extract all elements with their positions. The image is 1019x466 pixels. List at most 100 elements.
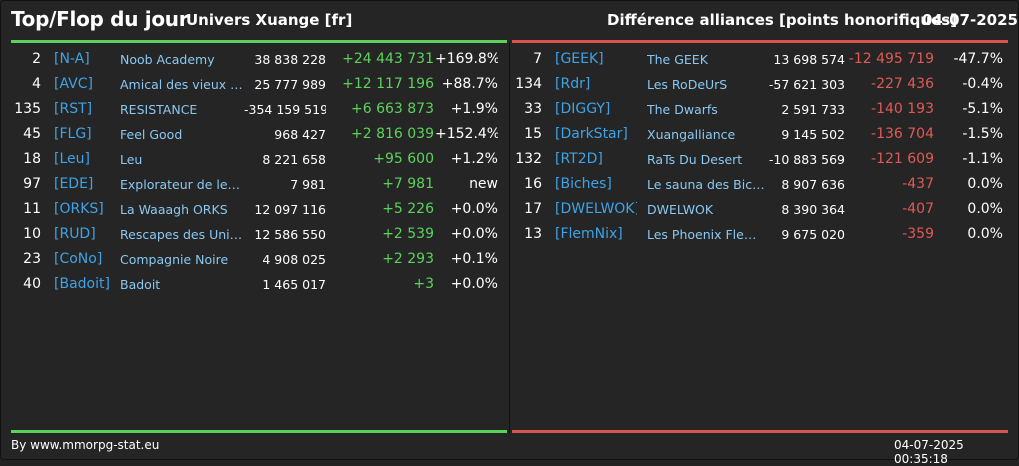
points-cell: 2 591 733 — [781, 102, 845, 117]
alliance-name-link[interactable]: Les Phoenix Flem... — [647, 227, 765, 242]
alliance-name-link[interactable]: RaTs Du Desert — [647, 152, 743, 167]
alliance-tag-link[interactable]: [DarkStar] — [555, 126, 628, 142]
points-cell: 968 427 — [274, 127, 326, 142]
diff-cell: +2 293 — [382, 251, 434, 267]
alliance-name-link[interactable]: Amical des vieux co... — [120, 77, 244, 92]
alliance-name-link[interactable]: Explorateur de lesp... — [120, 177, 244, 192]
alliance-tag-link[interactable]: [Biches] — [555, 176, 612, 192]
alliance-tag-link[interactable]: [Leu] — [54, 151, 90, 167]
diff-cell: +2 539 — [382, 226, 434, 242]
diff-cell: -12 495 719 — [848, 51, 934, 67]
rank-cell: 4 — [32, 76, 41, 92]
percent-cell: +0.0% — [450, 276, 498, 292]
alliance-name-link[interactable]: RESISTANCE — [120, 102, 198, 117]
percent-cell: 0.0% — [967, 226, 1003, 242]
alliance-tag-link[interactable]: [RT2D] — [555, 151, 603, 167]
flop-table: 7 [GEEK] The GEEK 13 698 574 -12 495 719 -47.… — [512, 47, 1008, 247]
percent-cell: +0.0% — [450, 201, 498, 217]
alliance-name-link[interactable]: La Waaagh ORKS — [120, 202, 228, 217]
table-row: 7 [GEEK] The GEEK 13 698 574 -12 495 719 -47.… — [512, 47, 1008, 72]
top-divider-green — [11, 40, 507, 43]
rank-cell: 17 — [524, 201, 542, 217]
alliance-name-link[interactable]: Le sauna des Biches — [647, 177, 765, 192]
alliance-name-link[interactable]: DWELWOK — [647, 202, 714, 217]
points-cell: 25 777 989 — [254, 77, 326, 92]
diff-cell: +5 226 — [382, 201, 434, 217]
diff-cell: +7 981 — [382, 176, 434, 192]
alliance-tag-link[interactable]: [FLG] — [54, 126, 92, 142]
points-cell: 8 390 364 — [781, 202, 845, 217]
alliance-tag-link[interactable]: [DIGGY] — [555, 101, 611, 117]
alliance-tag-link[interactable]: [Rdr] — [555, 76, 591, 92]
points-cell: 9 145 502 — [781, 127, 845, 142]
alliance-tag-link[interactable]: [AVC] — [54, 76, 93, 92]
alliance-tag-link[interactable]: [N-A] — [54, 51, 90, 67]
rank-cell: 2 — [32, 51, 41, 67]
alliance-name-link[interactable]: The GEEK — [647, 52, 708, 67]
alliance-name-link[interactable]: Les RoDeUrS — [647, 77, 728, 92]
percent-cell: +0.1% — [450, 251, 498, 267]
top-divider-red — [512, 40, 1008, 43]
percent-cell: +1.2% — [450, 151, 498, 167]
header: Top/Flop du jour Univers Xuange [fr] Dif… — [0, 0, 1019, 40]
percent-cell: -5.1% — [962, 101, 1003, 117]
alliance-name-link[interactable]: Feel Good — [120, 127, 183, 142]
points-cell: 4 908 025 — [262, 252, 326, 267]
alliance-name-link[interactable]: Compagnie Noire — [120, 252, 229, 267]
diff-cell: -407 — [902, 201, 934, 217]
percent-cell: +1.9% — [450, 101, 498, 117]
bottom-divider-green — [11, 430, 507, 433]
table-row: 40 [Badoit] Badoit 1 465 017 +3 +0.0% — [11, 272, 507, 297]
points-cell: 38 838 228 — [254, 52, 326, 67]
alliance-name-link[interactable]: Rescapes des Univ... — [120, 227, 244, 242]
rank-cell: 135 — [14, 101, 41, 117]
alliance-name-link[interactable]: Xuangalliance — [647, 127, 736, 142]
alliance-tag-link[interactable]: [EDE] — [54, 176, 94, 192]
points-cell: 9 675 020 — [781, 227, 845, 242]
diff-cell: +12 117 196 — [342, 76, 434, 92]
alliance-tag-link[interactable]: [GEEK] — [555, 51, 604, 67]
alliance-tag-link[interactable]: [CoNo] — [54, 251, 103, 267]
alliance-tag-link[interactable]: [RUD] — [54, 226, 96, 242]
rank-cell: 13 — [524, 226, 542, 242]
alliance-tag-link[interactable]: [ORKS] — [54, 201, 104, 217]
alliance-name-link[interactable]: Badoit — [120, 277, 161, 292]
table-row: 33 [DIGGY] The Dwarfs 2 591 733 -140 193 -5.1… — [512, 97, 1008, 122]
alliance-name-link[interactable]: Noob Academy — [120, 52, 215, 67]
percent-cell: -1.5% — [962, 126, 1003, 142]
points-cell: 13 698 574 — [773, 52, 845, 67]
percent-cell: -0.4% — [962, 76, 1003, 92]
source-link[interactable]: By www.mmorpg-stat.eu — [11, 438, 160, 452]
diff-cell: +3 — [413, 276, 434, 292]
percent-cell: -1.1% — [962, 151, 1003, 167]
rank-cell: 15 — [524, 126, 542, 142]
table-row: 10 [RUD] Rescapes des Univ... 12 586 550 +2 … — [11, 222, 507, 247]
table-row: 11 [ORKS] La Waaagh ORKS 12 097 116 +5 226 +0… — [11, 197, 507, 222]
table-row: 13 [FlemNix] Les Phoenix Flem... 9 675 020 -… — [512, 222, 1008, 247]
diff-cell: -437 — [902, 176, 934, 192]
alliance-name-link[interactable]: Leu — [120, 152, 143, 167]
page-title: Top/Flop du jour — [11, 7, 189, 31]
rank-cell: 40 — [23, 276, 41, 292]
subject-label: Différence alliances [points honorifique… — [607, 11, 958, 29]
points-cell: -354 159 519 — [244, 102, 326, 117]
alliance-tag-link[interactable]: [RST] — [54, 101, 93, 117]
alliance-tag-link[interactable]: [Badoit] — [54, 276, 110, 292]
rank-cell: 10 — [23, 226, 41, 242]
points-cell: -10 883 569 — [768, 152, 845, 167]
alliance-name-link[interactable]: The Dwarfs — [647, 102, 718, 117]
table-row: 135 [RST] RESISTANCE -354 159 519 +6 663 873… — [11, 97, 507, 122]
top-table: 2 [N-A] Noob Academy 38 838 228 +24 443 731 +… — [11, 47, 507, 297]
diff-cell: +95 600 — [373, 151, 434, 167]
table-row: 23 [CoNo] Compagnie Noire 4 908 025 +2 293 +0… — [11, 247, 507, 272]
table-row: 2 [N-A] Noob Academy 38 838 228 +24 443 731 +… — [11, 47, 507, 72]
rank-cell: 132 — [515, 151, 542, 167]
percent-cell: +152.4% — [435, 126, 498, 142]
table-row: 18 [Leu] Leu 8 221 658 +95 600 +1.2% — [11, 147, 507, 172]
alliance-tag-link[interactable]: [FlemNix] — [555, 226, 623, 242]
points-cell: 7 981 — [290, 177, 326, 192]
diff-cell: +6 663 873 — [351, 101, 434, 117]
table-row: 16 [Biches] Le sauna des Biches 8 907 636 -4… — [512, 172, 1008, 197]
points-cell: 1 465 017 — [262, 277, 326, 292]
alliance-tag-link[interactable]: [DWELWOK] — [555, 201, 637, 217]
